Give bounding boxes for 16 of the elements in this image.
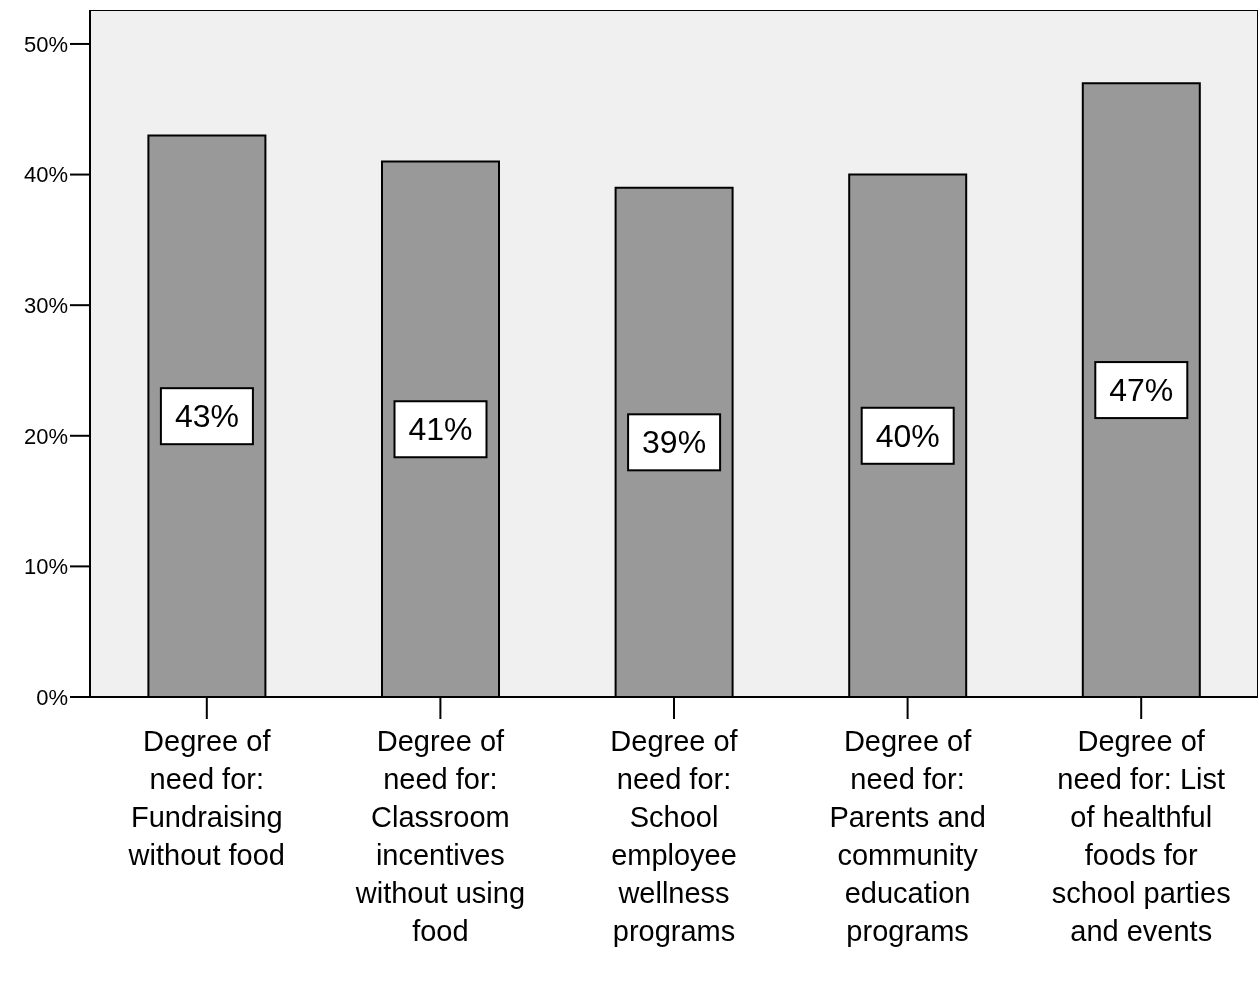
y-tick-label: 0% <box>36 684 68 710</box>
data-label: 39% <box>642 424 707 461</box>
x-tick-label: Degree of need for: Classroom incentives without using food <box>354 725 526 947</box>
y-tick-label: 40% <box>23 162 68 188</box>
data-label: 40% <box>875 417 940 454</box>
data-label: 41% <box>408 411 473 448</box>
x-tick-label: Degree of need for: List of healthful foods for school parties and events <box>1051 725 1231 947</box>
data-label: 43% <box>174 398 239 435</box>
y-tick-label: 10% <box>23 554 68 580</box>
x-tick-label: Degree of need for: Parents and community education programs <box>829 725 986 947</box>
x-tick-label: Degree of need for: School employee wellness programs <box>610 725 739 947</box>
y-tick-label: 50% <box>23 31 68 57</box>
x-tick-label: Degree of need for: Fundraising without food <box>127 725 285 871</box>
y-tick-label: 30% <box>23 292 68 318</box>
data-label: 47% <box>1109 372 1174 409</box>
y-tick-label: 20% <box>23 423 68 449</box>
